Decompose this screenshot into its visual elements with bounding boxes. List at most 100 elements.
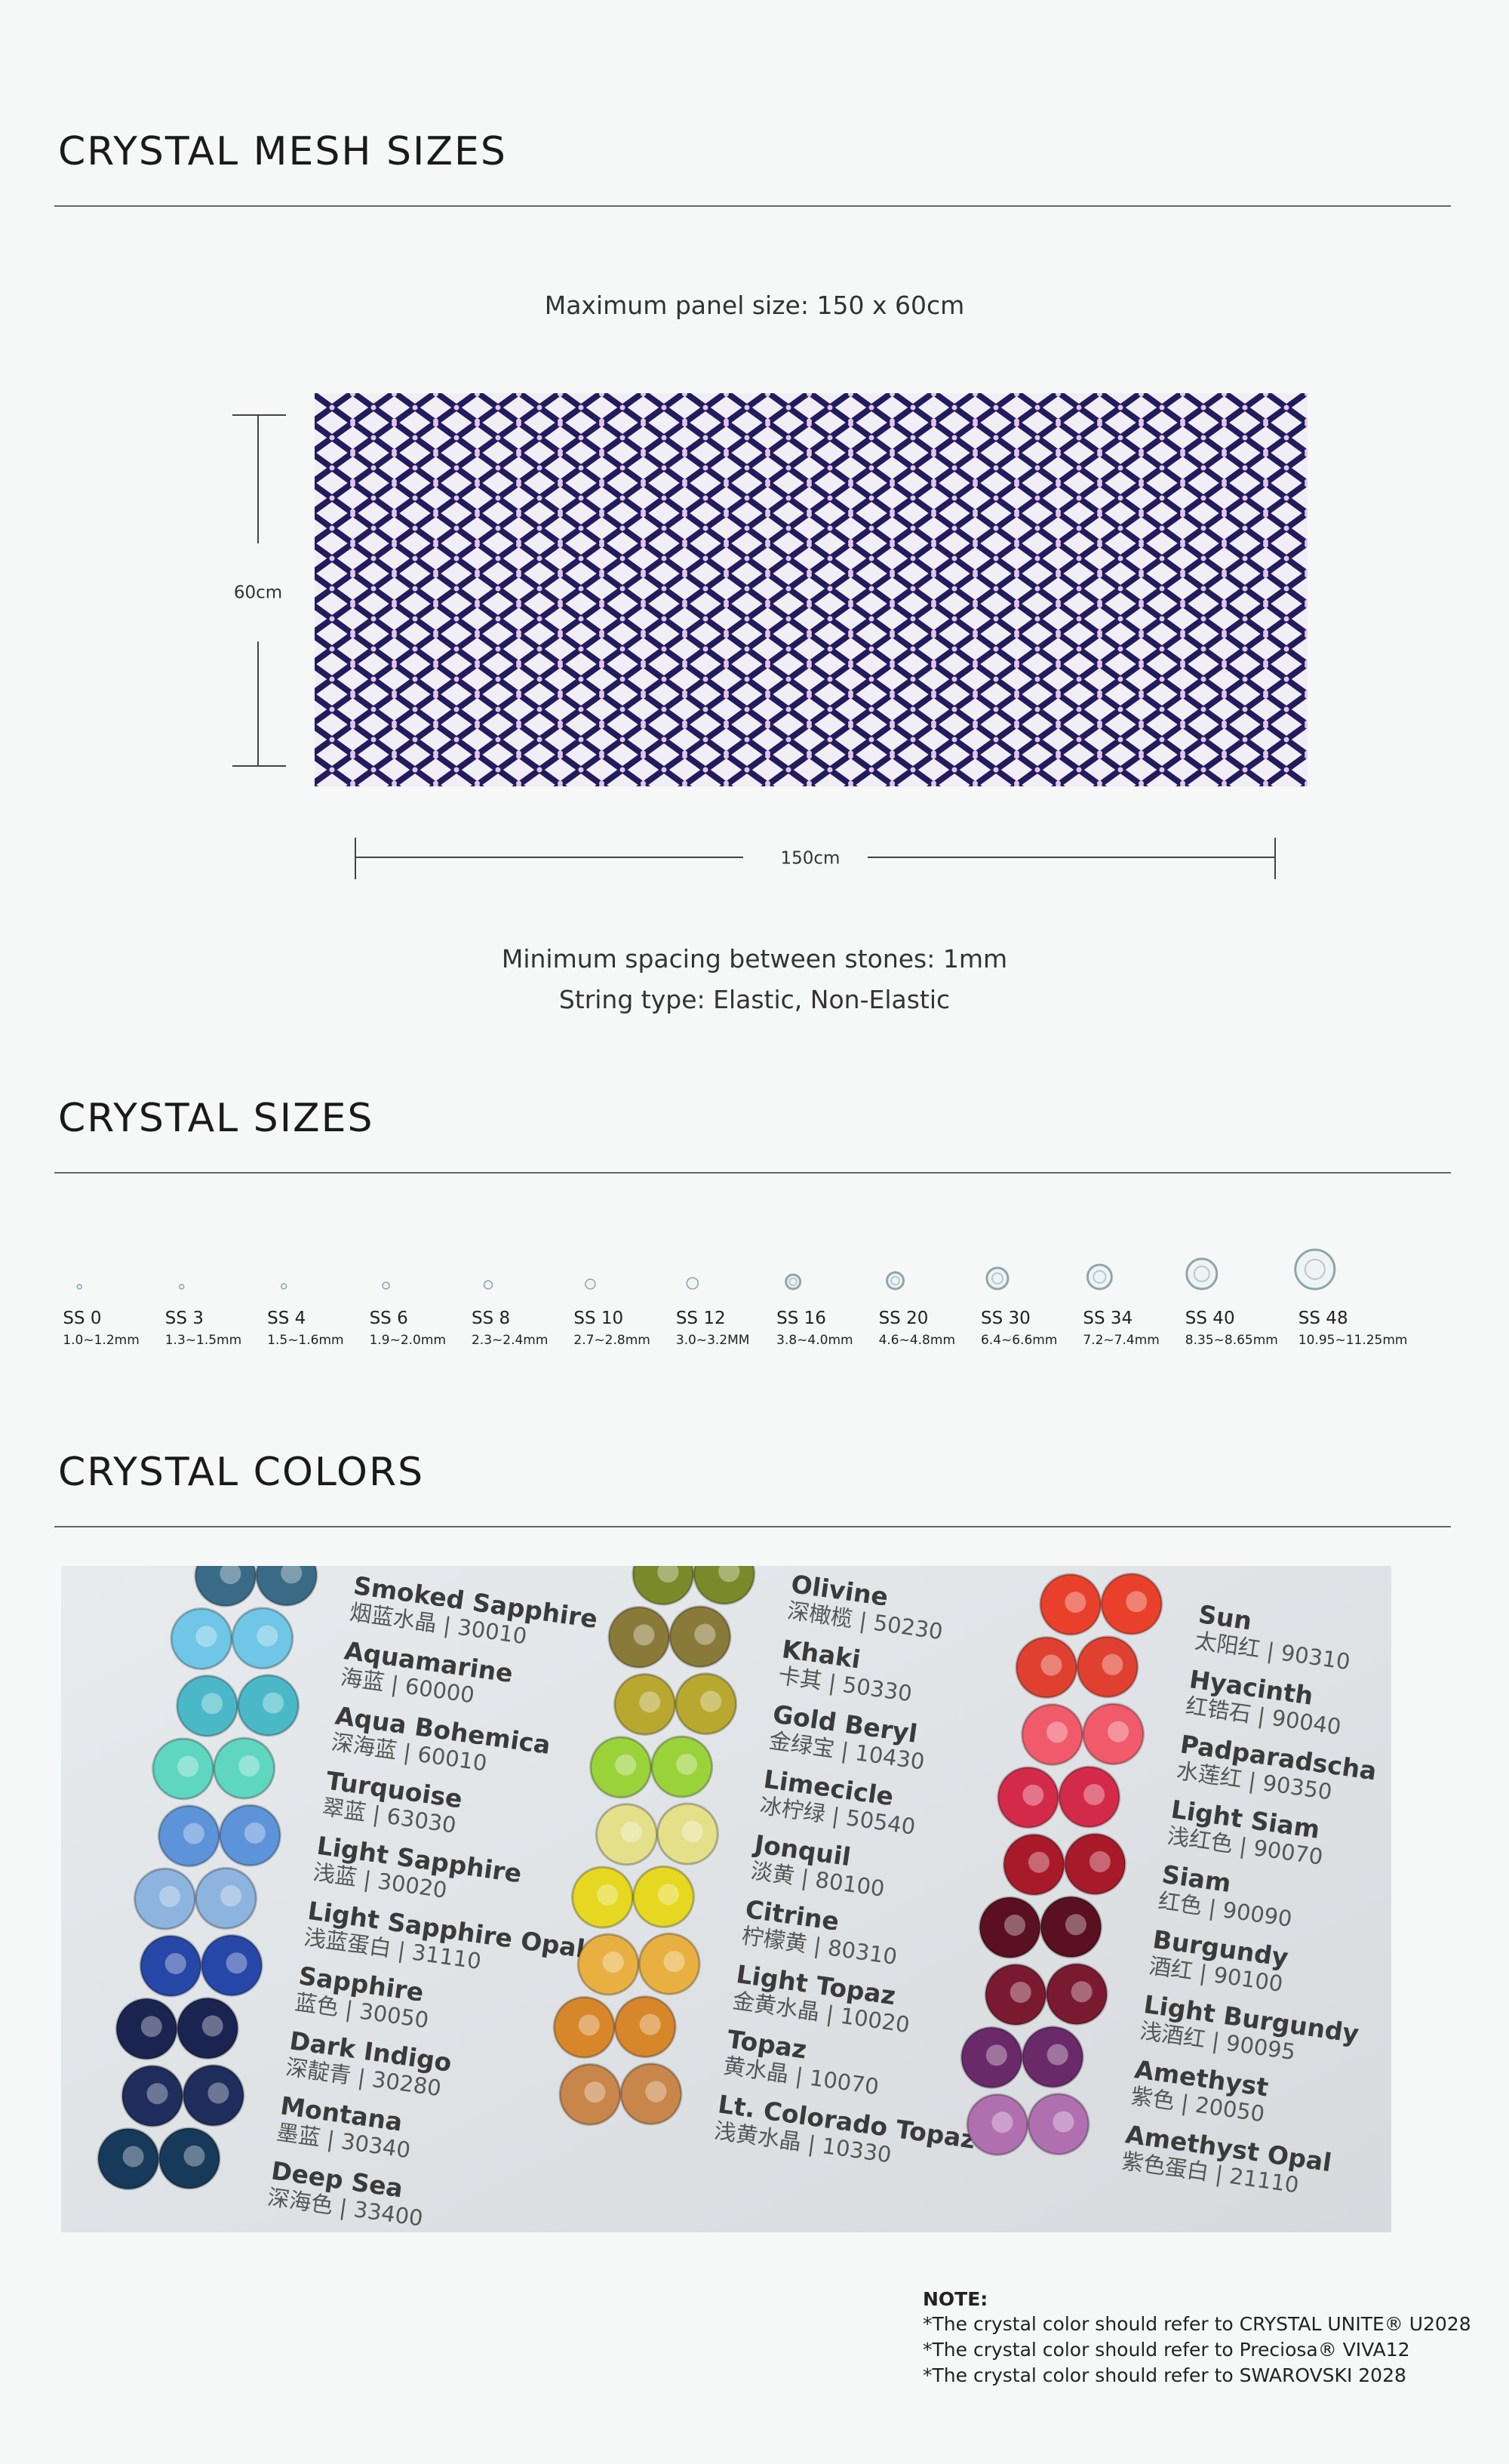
crystal-stone <box>231 1607 294 1670</box>
stone-highlight <box>1071 1981 1093 2003</box>
crystal-stone <box>552 1995 616 2059</box>
stone-highlight <box>663 1951 685 1973</box>
note-title: NOTE: <box>923 2288 988 2310</box>
stone-highlight <box>177 1755 199 1777</box>
stone-highlight <box>639 2013 661 2035</box>
crystal-stone <box>650 1735 714 1798</box>
size-item: SS 6 1.9~2.0mm <box>370 1281 446 1348</box>
stone-highlight <box>195 1626 217 1647</box>
string-type-text: String type: Elastic, Non-Elastic <box>559 985 950 1014</box>
crystal-icon <box>1294 1248 1336 1290</box>
size-range: 6.4~6.6mm <box>981 1333 1057 1348</box>
crystal-icon <box>985 1266 1010 1290</box>
crystal-stone <box>213 1736 276 1800</box>
crystal-stone <box>1058 1765 1121 1829</box>
crystal-stone <box>960 2026 1023 2089</box>
stone-highlight <box>164 1952 186 1974</box>
stone-highlight <box>263 1692 284 1714</box>
stone-highlight <box>159 1886 181 1908</box>
stone-highlight <box>657 1884 679 1906</box>
size-name: SS 4 <box>267 1309 306 1328</box>
panel-size: Maximum panel size: 150 x 60cm <box>545 291 965 320</box>
crystal-stone <box>134 1867 197 1930</box>
stone-highlight <box>657 1566 679 1583</box>
stone-highlight <box>238 1755 260 1776</box>
stone-highlight <box>1040 1654 1062 1676</box>
size-range: 1.3~1.5mm <box>165 1333 241 1348</box>
crystal-stone <box>1039 1895 1102 1958</box>
crystal-stone <box>966 2093 1029 2156</box>
stone-highlight <box>676 1753 698 1775</box>
crystal-stone <box>595 1803 658 1866</box>
crystal-stone <box>121 2064 184 2127</box>
size-range: 8.35~8.65mm <box>1185 1333 1278 1348</box>
size-item: SS 40 8.35~8.65mm <box>1185 1257 1278 1348</box>
section-title: CRYSTAL SIZES <box>58 1096 374 1141</box>
size-name: SS 34 <box>1083 1309 1133 1328</box>
stone-highlight <box>1004 1915 1026 1936</box>
size-item: SS 10 2.7~2.8mm <box>573 1278 650 1348</box>
stone-highlight <box>1065 1592 1086 1613</box>
stone-highlight <box>991 2112 1013 2133</box>
stone-highlight <box>578 2014 600 2036</box>
size-range: 7.2~7.4mm <box>1083 1333 1159 1348</box>
stone-highlight <box>1102 1653 1123 1675</box>
crystal-facet <box>1093 1270 1107 1284</box>
crystal-stone <box>158 2127 221 2190</box>
size-range: 4.6~4.8mm <box>879 1333 955 1348</box>
crystal-icon <box>785 1273 802 1290</box>
stone-highlight <box>122 2146 144 2167</box>
stone-highlight <box>146 2083 168 2105</box>
crystal-stone <box>558 2063 622 2126</box>
stone-highlight <box>220 1566 241 1585</box>
crystal-stone <box>1063 1832 1126 1896</box>
crystal-stone <box>194 1566 257 1607</box>
crystal-stone <box>237 1674 300 1737</box>
stone-highlight <box>201 1693 223 1715</box>
size-name: SS 12 <box>676 1309 726 1328</box>
crystal-stone <box>979 1896 1042 1959</box>
stone-highlight <box>584 2081 606 2103</box>
size-range: 3.0~3.2MM <box>676 1333 750 1348</box>
crystal-stone <box>1002 1833 1065 1896</box>
crystal-stone <box>1045 1962 1108 2026</box>
size-name: SS 10 <box>573 1309 623 1328</box>
size-name: SS 8 <box>472 1309 510 1328</box>
crystal-stone <box>182 2064 245 2127</box>
size-item: SS 12 3.0~3.2MM <box>676 1277 750 1348</box>
stone-highlight <box>645 2081 667 2103</box>
stone-highlight <box>1028 1851 1050 1873</box>
stone-highlight <box>620 1821 642 1843</box>
crystal-icon <box>483 1280 493 1290</box>
color-photo <box>61 1566 1391 2232</box>
size-item: SS 3 1.3~1.5mm <box>165 1284 241 1348</box>
crystal-stone <box>1076 1635 1139 1699</box>
size-item: SS 16 3.8~4.0mm <box>776 1273 853 1348</box>
size-range: 2.3~2.4mm <box>472 1333 548 1348</box>
crystal-stone <box>656 1802 719 1866</box>
width-label: 150cm <box>781 849 841 869</box>
size-range: 1.5~1.6mm <box>267 1333 343 1348</box>
crystal-stone <box>170 1607 233 1671</box>
section-title: CRYSTAL COLORS <box>58 1450 424 1495</box>
crystal-stone <box>668 1605 732 1669</box>
crystal-stone <box>675 1672 738 1736</box>
size-name: SS 16 <box>776 1309 826 1328</box>
crystal-facet <box>1193 1266 1210 1282</box>
height-dimension <box>232 414 286 767</box>
stone-highlight <box>244 1822 266 1844</box>
size-range: 1.0~1.2mm <box>63 1333 139 1348</box>
crystal-stone <box>152 1737 215 1801</box>
stone-highlight <box>183 1823 204 1844</box>
crystal-stone <box>1021 2026 1084 2089</box>
stone-highlight <box>183 2145 205 2167</box>
crystal-stone <box>997 1766 1060 1829</box>
crystal-stone <box>157 1804 220 1868</box>
crystal-icon <box>382 1281 390 1290</box>
size-range: 3.8~4.0mm <box>776 1333 853 1348</box>
mesh-image <box>315 393 1308 786</box>
crystal-icon <box>76 1284 83 1290</box>
crystal-facet <box>890 1275 901 1286</box>
